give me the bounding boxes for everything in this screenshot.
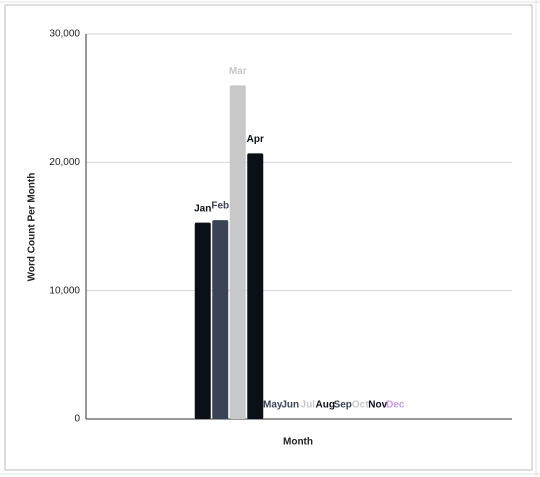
y-tick-label: 10,000	[49, 285, 80, 296]
y-axis-title: Word Count Per Month	[27, 173, 38, 282]
bar	[212, 220, 229, 419]
bar-label: Mar	[229, 66, 247, 77]
bar	[194, 222, 211, 419]
bar-label: Dec	[386, 400, 405, 411]
bar-label: Aug	[316, 400, 335, 411]
x-axis-title: Month	[283, 437, 313, 448]
y-tick-label: 20,000	[49, 157, 80, 168]
bar-label: Apr	[247, 134, 264, 145]
chart-frame	[4, 4, 533, 471]
bar-label: May	[263, 400, 283, 411]
bar-label: Jun	[281, 400, 299, 411]
bar	[229, 85, 246, 419]
bar-label: Oct	[352, 400, 369, 411]
y-tick-label: 30,000	[49, 29, 80, 40]
bar-label: Jul	[301, 400, 316, 411]
bar-label: Feb	[211, 201, 229, 212]
y-tick-label: 0	[74, 414, 80, 425]
bar	[247, 153, 264, 419]
bar-label: Nov	[368, 400, 387, 411]
bar-label: Jan	[194, 203, 211, 214]
bar-label: Sep	[334, 400, 352, 411]
